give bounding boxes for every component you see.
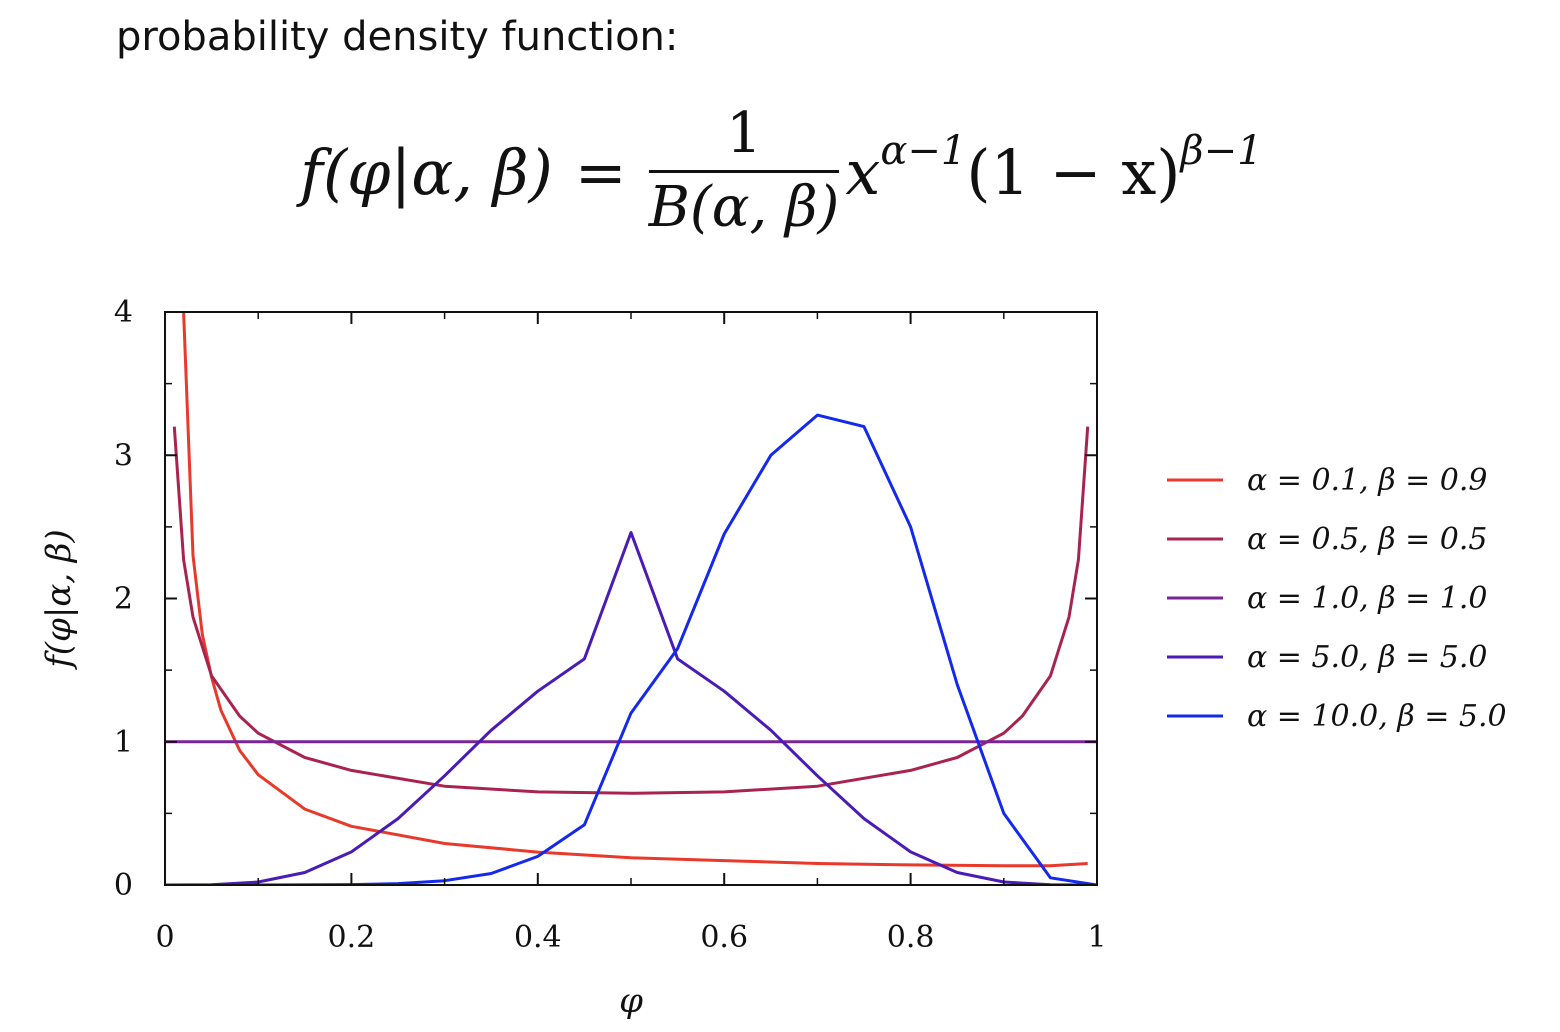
legend-label-2: α = 0.5, β = 0.5 [1247,522,1488,557]
legend-label-4: α = 5.0, β = 5.0 [1247,640,1488,675]
x-axis-label: φ [619,981,643,1021]
y-tick-label: 2 [114,582,133,617]
y-tick-label: 0 [114,868,133,903]
x-tick-label: 0.8 [887,920,935,955]
plot-frame [164,311,1098,886]
formula-term1-exponent: α−1 [880,127,967,174]
legend-label-3: α = 1.0, β = 1.0 [1247,581,1488,616]
formula-fraction-bar [648,170,840,174]
y-tick-label: 4 [114,295,133,330]
series-line-4 [165,531,1097,885]
formula-equals: = [574,135,627,209]
x-tick-label: 0.2 [328,920,376,955]
formula-fraction: 1 B(α, β) [648,101,840,241]
y-axis-label: f(φ|α, β) [39,529,79,671]
formula-lhs: f(φ|α, β) [300,135,553,209]
x-tick-label: 0 [155,920,174,955]
formula-numerator: 1 [726,101,762,167]
y-tick-label: 1 [114,725,133,760]
legend-label-1: α = 0.1, β = 0.9 [1247,463,1488,498]
legend-label-5: α = 10.0, β = 5.0 [1247,699,1507,734]
series-line-1 [182,312,1088,868]
x-tick-label: 0.6 [700,920,748,955]
x-tick-label: 1 [1087,920,1106,955]
formula-term2-base: (1 − x) [966,135,1181,209]
series-line-2 [172,426,1090,795]
x-tick-label: 0.4 [514,920,562,955]
page-heading: probability density function: [116,14,679,60]
formula-term1-base: x [845,135,881,209]
formula-term2-exponent: β−1 [1180,127,1263,174]
series-line-5 [165,413,1097,885]
formula-denominator: B(α, β) [648,175,840,241]
formula-rhs: xα−1(1 − x)β−1 [845,131,1262,209]
beta-pdf-formula: f(φ|α, β) = 1 B(α, β) xα−1(1 − x)β−1 [300,92,1263,252]
y-tick-label: 3 [114,438,133,473]
